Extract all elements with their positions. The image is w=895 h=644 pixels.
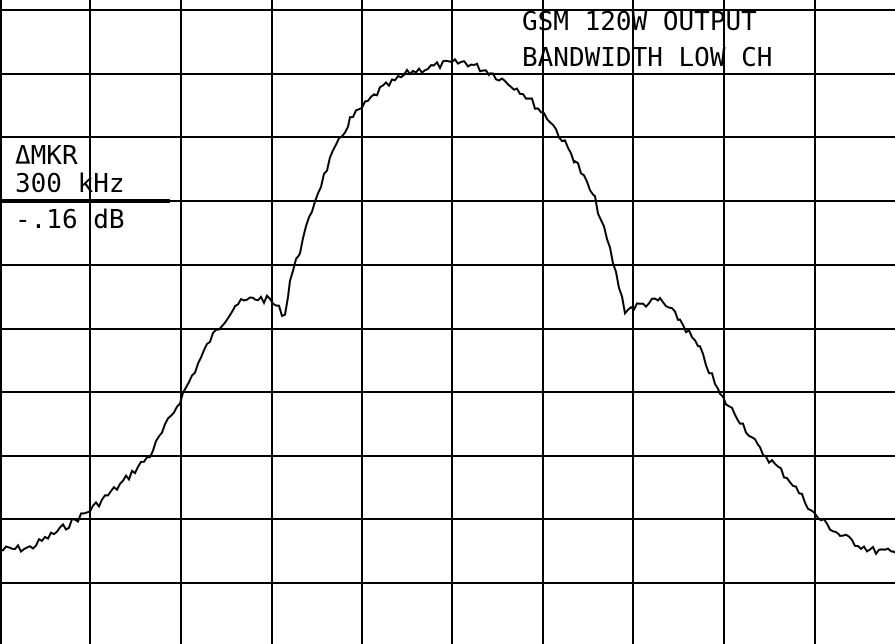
- marker-label: ΔMKR: [15, 141, 78, 171]
- header-line-2: BANDWIDTH LOW CH: [522, 43, 772, 73]
- trace: [0, 57, 895, 556]
- marker-frequency: 300 kHz: [15, 169, 125, 199]
- marker-level: -.16 dB: [15, 205, 125, 235]
- header-line-1: GSM 120W OUTPUT: [522, 7, 757, 37]
